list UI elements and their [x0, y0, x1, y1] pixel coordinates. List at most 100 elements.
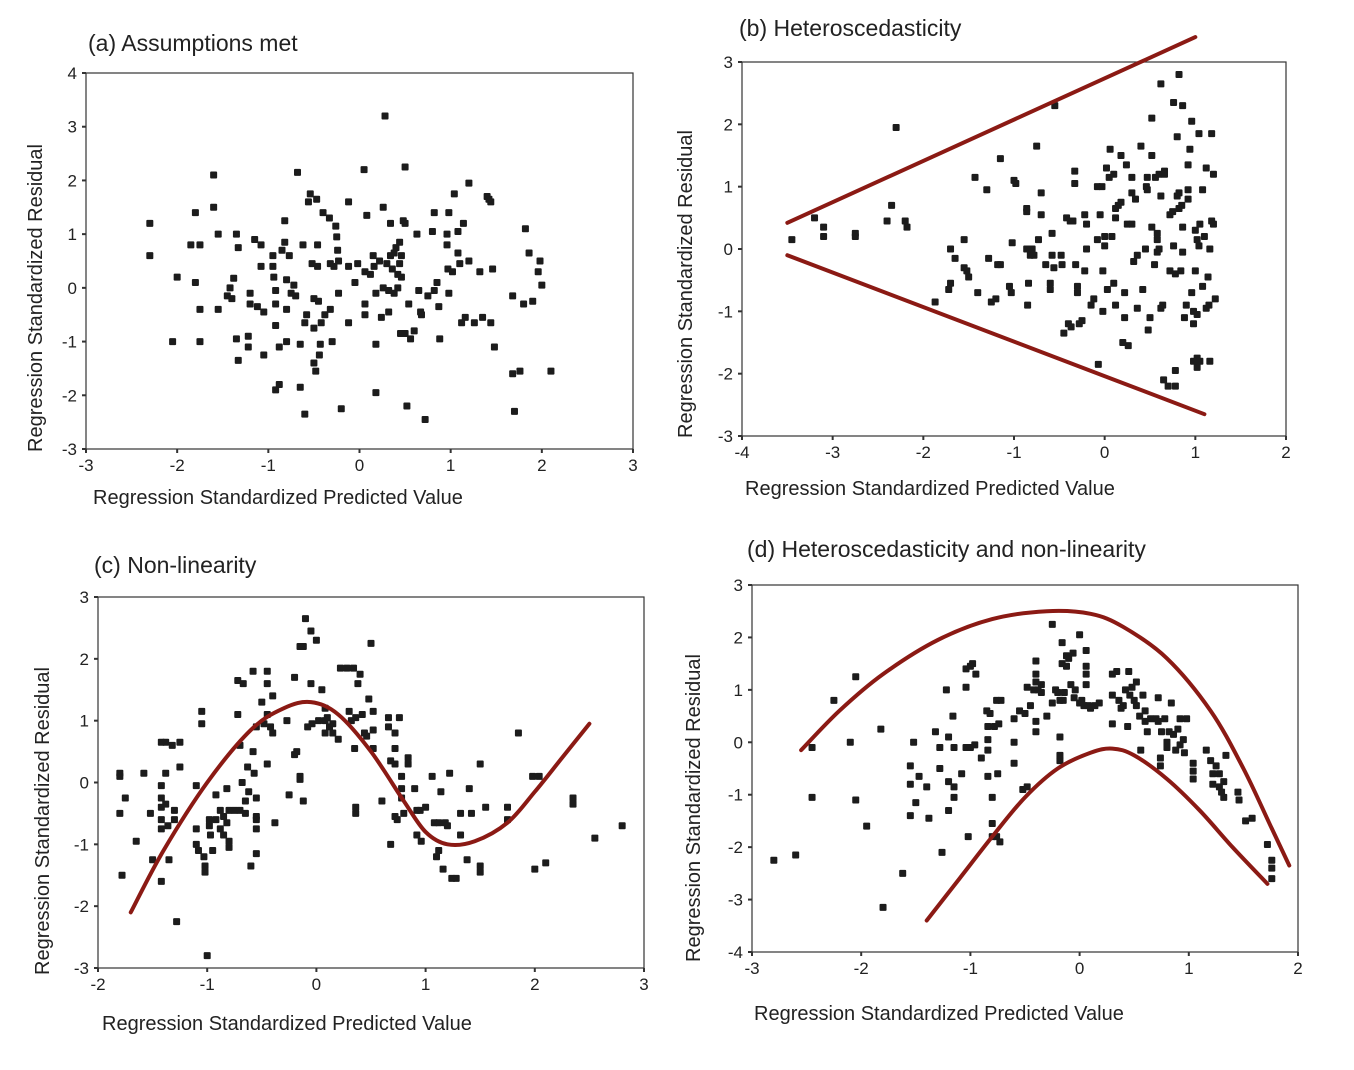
panel-b-data-point [1143, 173, 1151, 181]
panel-c-data-point [343, 664, 351, 672]
panel-c-data-point [356, 670, 364, 678]
panel-a-data-point [407, 335, 415, 343]
panel-c-ytick-label: 1 [80, 712, 89, 731]
panel-c-data-point [365, 695, 373, 703]
panel-c-data-point [245, 788, 253, 796]
panel-a-data-point [525, 249, 533, 257]
panel-b-data-point [1098, 183, 1106, 191]
panel-a-data-point [456, 260, 464, 268]
panel-b-data-point [1170, 242, 1178, 250]
panel-a-data-point [445, 289, 453, 297]
panel-b-data-point [1103, 286, 1111, 294]
panel-d-data-point [915, 772, 923, 780]
panel-b-data-point [1046, 286, 1054, 294]
panel-b-data-point [1164, 382, 1172, 390]
panel-a-data-point [232, 230, 240, 238]
panel-b-xtick-label: -1 [1006, 443, 1021, 462]
panel-b-data-point [1182, 301, 1190, 309]
panel-b-data-point [1069, 217, 1077, 225]
panel-b-data-point [1073, 289, 1081, 297]
panel-c-data-point [391, 760, 399, 768]
panel-a-data-point [370, 262, 378, 270]
panel-a-data-point [510, 407, 518, 415]
panel-a-data-point [459, 219, 467, 227]
panel-d-data-point [830, 696, 838, 704]
panel-c-data-point [452, 874, 460, 882]
panel-a-data-point [516, 367, 524, 375]
panel-c-data-point [358, 710, 366, 718]
panel-c-data-point [439, 865, 447, 873]
panel-b-data-point [960, 236, 968, 244]
panel-b-data-point [1023, 245, 1031, 253]
panel-b-data-point [1117, 152, 1125, 159]
panel-d-data-point [1056, 733, 1064, 741]
panel-a-data-point [301, 410, 309, 418]
panel-d-heteroscedasticity-non-linearity: (d) Heteroscedasticity and non-linearity… [683, 536, 1303, 1025]
panel-a-data-point [421, 415, 429, 423]
panel-c-data-point [531, 865, 539, 873]
panel-b-data-point [1048, 229, 1056, 237]
panel-b-data-point [1008, 239, 1016, 247]
panel-a-ytick-label: 1 [68, 225, 77, 244]
panel-b-data-point [1199, 282, 1207, 290]
panel-a-data-point [269, 262, 277, 270]
panel-b-data-point [1030, 251, 1038, 259]
panel-d-data-point [950, 783, 958, 791]
panel-d-data-point [936, 765, 944, 772]
panel-a-data-point [214, 305, 222, 313]
panel-a-data-point [509, 292, 517, 300]
panel-a-data-point [372, 340, 380, 348]
panel-d-data-point [1108, 691, 1116, 699]
panel-b-data-point [1177, 267, 1185, 275]
panel-c-ytick-label: 3 [80, 588, 89, 607]
panel-b-data-point [996, 261, 1004, 269]
panel-c-data-point [209, 847, 217, 855]
panel-d-data-point [1119, 702, 1127, 710]
panel-b-data-point [1179, 102, 1187, 110]
panel-d-data-point [906, 812, 914, 820]
panel-c-data-point [223, 785, 231, 793]
panel-c-data-point [400, 809, 408, 817]
panel-a-data-point [169, 338, 177, 346]
panel-a-data-point [369, 252, 377, 260]
panel-a-data-point [403, 402, 411, 410]
panel-b-data-point [971, 173, 979, 181]
panel-b-data-point [1204, 273, 1212, 281]
panel-b-data-point [1087, 301, 1095, 309]
panel-b-data-point [1119, 339, 1127, 346]
panel-b-data-point [1128, 220, 1136, 228]
panel-b-data-point [1171, 367, 1179, 375]
panel-d-data-point [1010, 715, 1018, 723]
panel-a-data-point [272, 300, 280, 308]
panel-b-data-point [1124, 342, 1132, 350]
panel-c-data-point [391, 729, 399, 737]
panel-d-data-point [1037, 688, 1045, 696]
panel-a-data-point [304, 198, 312, 206]
panel-a-data-point [292, 292, 300, 300]
panel-c-data-point [329, 729, 337, 737]
panel-d-data-point [1032, 657, 1040, 665]
panel-c-data-point [244, 763, 252, 771]
panel-c-data-point [417, 837, 425, 845]
panel-d-data-point [962, 683, 970, 691]
panel-d-data-point [1189, 775, 1197, 783]
panel-a-data-point [470, 319, 478, 327]
panel-c-data-point [296, 775, 304, 783]
panel-b-data-point [1171, 270, 1179, 278]
panel-a-data-point [314, 241, 322, 249]
panel-d-xtick-label: 2 [1293, 959, 1302, 978]
panel-d-lower-bound-line [924, 746, 1270, 923]
panel-d-data-point [792, 851, 800, 859]
panel-b-data-point [1186, 145, 1194, 153]
panel-b-data-point [820, 233, 828, 241]
panel-c-data-point [476, 760, 484, 768]
panel-b-ytick-label: -2 [718, 365, 733, 384]
panel-a-data-point [385, 287, 393, 295]
panel-a-data-point [232, 335, 240, 343]
panel-d-data-point [1268, 875, 1276, 883]
panel-b-data-point [1112, 301, 1120, 309]
panel-c-title: (c) Non-linearity [94, 552, 257, 578]
panel-d-data-point [977, 754, 985, 762]
panel-d-data-point [995, 720, 1003, 728]
panel-d-data-point [958, 770, 966, 778]
